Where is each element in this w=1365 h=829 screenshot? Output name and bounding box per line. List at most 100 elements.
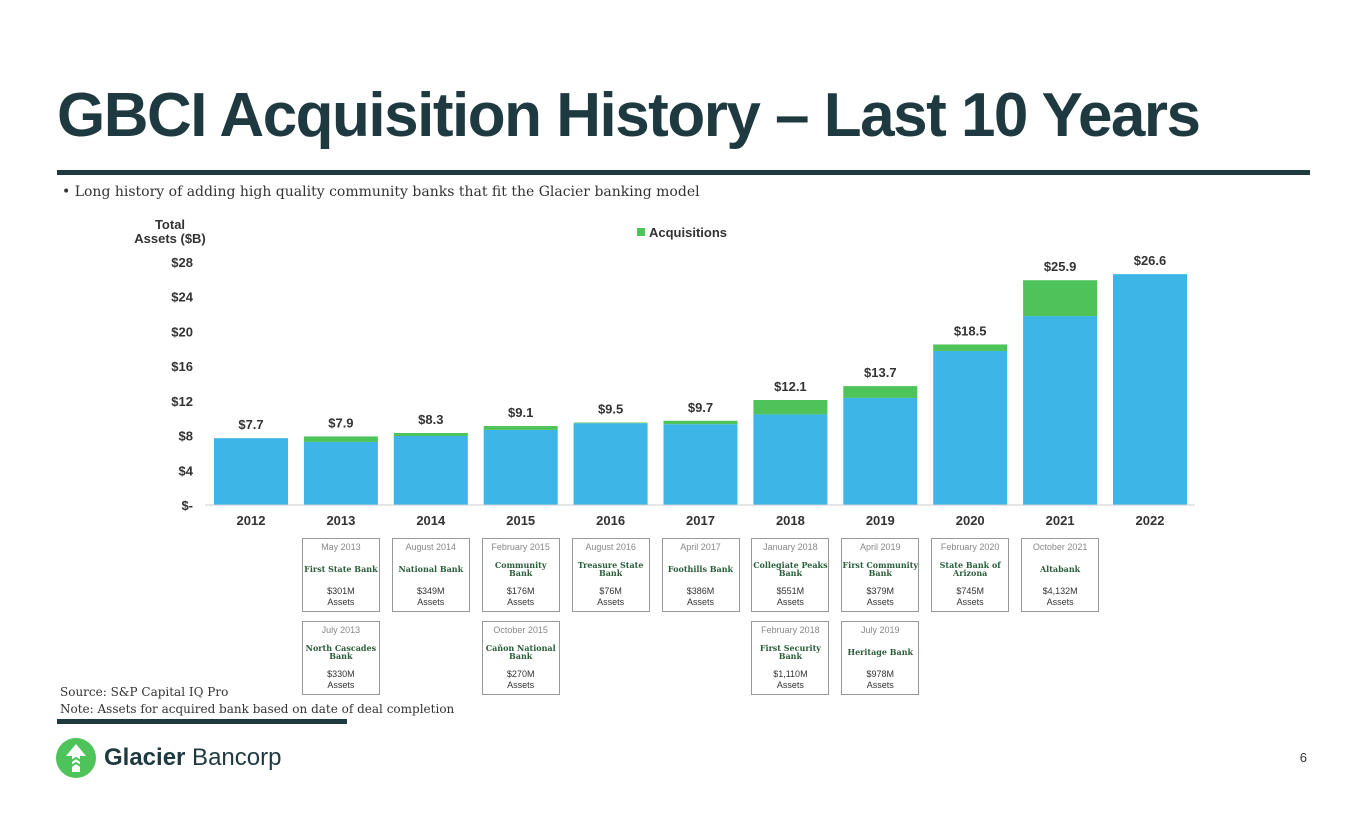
acquisition-box: August 2016 Treasure State Bank $76M Ass… (571, 538, 650, 612)
glacier-logo-icon (56, 738, 96, 778)
assets-label: Assets (776, 680, 804, 690)
page-number: 6 (1299, 750, 1307, 765)
bar-organic-2017 (663, 424, 738, 505)
acquisition-box: April 2019 First Community Bank $379M As… (841, 538, 920, 612)
y-axis-label-line2: Assets ($B) (134, 231, 206, 246)
bar-acquisitions-2020 (933, 344, 1008, 351)
bank-logo: Altabank (1022, 552, 1098, 586)
bank-name: Heritage Bank (847, 647, 914, 657)
bar-acquisitions-2016 (573, 422, 648, 424)
bank-name: First Community Bank (842, 560, 919, 578)
source-text: Source: S&P Capital IQ Pro (60, 685, 229, 699)
bar-organic-2022 (1113, 274, 1187, 505)
data-label: $18.5 (954, 323, 987, 338)
x-tick-label: 2015 (506, 513, 535, 528)
bar-acquisitions-2014 (393, 432, 468, 437)
assets-label: Assets (776, 597, 804, 607)
assets-label: Assets (866, 597, 894, 607)
bar-organic-2015 (483, 429, 558, 505)
assets-label: Assets (866, 680, 894, 690)
acquisition-box: January 2018 Collegiate Peaks Bank $551M… (751, 538, 830, 612)
data-label: $8.3 (418, 412, 443, 427)
y-tick-label: $- (181, 498, 193, 513)
y-tick-label: $12 (171, 394, 193, 409)
bank-name: State Bank of Arizona (939, 560, 1001, 578)
bank-logo: Foothills Bank (663, 552, 739, 586)
bank-name: Collegiate Peaks Bank (753, 560, 828, 578)
y-tick-label: $24 (171, 290, 193, 305)
bank-logo: Heritage Bank (842, 635, 918, 669)
acquisition-box: February 2018 First Security Bank $1,110… (751, 621, 830, 695)
bank-logo: Collegiate Peaks Bank (752, 552, 828, 586)
acquisition-date: February 2015 (491, 542, 550, 552)
acquisition-date: February 2018 (761, 625, 820, 635)
bar-organic-2014 (393, 436, 468, 505)
acquisition-assets: $379M (866, 586, 895, 596)
assets-label: Assets (327, 680, 355, 690)
data-label: $9.1 (508, 405, 533, 420)
acquisition-assets: $76M (599, 586, 622, 596)
acquisition-assets: $386M (686, 586, 715, 596)
acquisition-box: May 2013 First State Bank $301M Assets (301, 538, 380, 612)
data-label: $7.7 (238, 417, 263, 432)
acquisition-date: May 2013 (321, 542, 361, 552)
bar-organic-2021 (1023, 316, 1098, 505)
data-label: $12.1 (774, 379, 807, 394)
bar-acquisitions-2021 (1023, 280, 1098, 317)
x-tick-label: 2017 (686, 513, 715, 528)
x-tick-label: 2014 (416, 513, 446, 528)
y-tick-label: $8 (179, 429, 193, 444)
glacier-logo: Glacier Bancorp (56, 738, 281, 778)
bar-organic-2019 (843, 397, 918, 505)
acquisition-assets: $270M (506, 669, 535, 679)
legend-swatch-acquisitions (637, 228, 645, 236)
y-tick-label: $16 (171, 359, 193, 374)
bullet-text: • Long history of adding high quality co… (62, 184, 700, 200)
bar-organic-2018 (753, 414, 828, 505)
bank-logo: Community Bank (483, 552, 559, 586)
acquisition-box: July 2013 North Cascades Bank $330M Asse… (301, 621, 380, 695)
x-tick-label: 2020 (956, 513, 985, 528)
bar-acquisitions-2018 (753, 399, 828, 415)
data-label: $26.6 (1134, 253, 1167, 268)
title-divider (57, 170, 1310, 175)
x-tick-label: 2012 (237, 513, 266, 528)
acquisition-assets: $551M (776, 586, 805, 596)
bank-logo: State Bank of Arizona (932, 552, 1008, 586)
bank-name: First State Bank (304, 564, 378, 574)
data-label: $13.7 (864, 365, 897, 380)
bank-logo: Treasure State Bank (573, 552, 649, 586)
y-axis-label-line1: Total (155, 217, 185, 232)
acquisition-box: February 2020 State Bank of Arizona $745… (931, 538, 1010, 612)
bar-organic-2013 (303, 441, 378, 505)
logo-bold: Glacier (104, 744, 186, 771)
x-tick-label: 2018 (776, 513, 805, 528)
bank-name: First Security Bank (759, 643, 821, 661)
acquisition-date: August 2016 (585, 542, 636, 552)
assets-label: Assets (956, 597, 984, 607)
bank-logo: First Community Bank (842, 552, 919, 586)
acquisition-assets: $176M (506, 586, 535, 596)
bank-logo: First Security Bank (752, 635, 828, 669)
bank-name: North Cascades Bank (305, 643, 377, 661)
logo-light: Bancorp (185, 744, 282, 771)
bank-logo: National Bank (393, 552, 469, 586)
x-tick-label: 2013 (326, 513, 355, 528)
acquisition-date: January 2018 (763, 542, 818, 552)
assets-label: Assets (417, 597, 445, 607)
bar-acquisitions-2019 (843, 386, 918, 398)
acquisition-assets: $1,110M (773, 669, 808, 679)
acquisition-date: August 2014 (405, 542, 457, 552)
bar-organic-2020 (933, 350, 1008, 505)
bank-name: Treasure State Bank (577, 560, 644, 578)
acquisition-date: February 2020 (940, 542, 1000, 552)
bank-logo: Cañon National Bank (483, 635, 559, 669)
acquisition-assets: $745M (956, 586, 984, 596)
assets-label: Assets (327, 597, 355, 607)
assets-label: Assets (1046, 597, 1074, 607)
acquisition-box: February 2015 Community Bank $176M Asset… (481, 538, 560, 612)
bank-name: Community Bank (494, 560, 547, 578)
acquisition-assets: $349M (417, 586, 445, 596)
bar-organic-2016 (573, 423, 648, 505)
